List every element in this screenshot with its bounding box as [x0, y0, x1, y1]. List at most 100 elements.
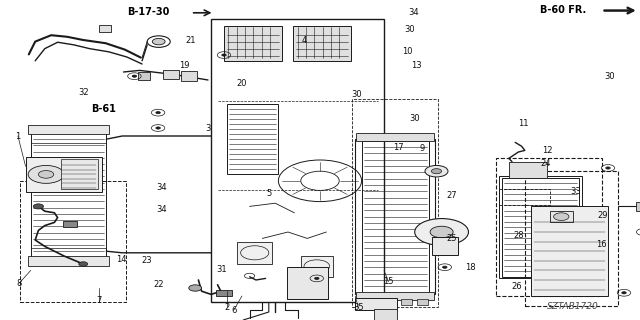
Text: 14: 14	[116, 255, 127, 264]
Text: 20: 20	[237, 79, 247, 88]
Text: 27: 27	[447, 191, 457, 200]
Bar	[499, 176, 582, 278]
Text: 11: 11	[518, 119, 528, 128]
Text: 13: 13	[411, 61, 421, 70]
Bar	[28, 125, 109, 134]
Text: 1: 1	[15, 132, 20, 140]
Bar	[99, 25, 111, 32]
Text: 3: 3	[205, 124, 211, 132]
Bar	[63, 221, 77, 227]
Text: 18: 18	[465, 263, 476, 272]
Text: 30: 30	[404, 25, 415, 34]
Bar	[293, 26, 351, 61]
Text: 30: 30	[604, 72, 614, 81]
Circle shape	[222, 54, 227, 56]
Bar	[401, 299, 412, 305]
Bar	[369, 299, 380, 305]
Text: 34: 34	[408, 8, 419, 17]
Circle shape	[314, 277, 319, 280]
Circle shape	[38, 171, 54, 178]
Text: SZTAB1720: SZTAB1720	[547, 302, 598, 311]
Bar	[355, 139, 435, 294]
Text: 26: 26	[512, 282, 522, 291]
Circle shape	[79, 262, 88, 266]
Text: 16: 16	[596, 240, 607, 249]
Bar	[31, 133, 106, 258]
Text: B-60 FR.: B-60 FR.	[540, 5, 586, 15]
Bar	[550, 211, 573, 222]
Text: 5: 5	[266, 189, 271, 198]
Text: 29: 29	[598, 212, 608, 220]
Text: 23: 23	[142, 256, 152, 265]
Text: 6: 6	[231, 306, 236, 315]
Bar	[61, 159, 98, 189]
Text: 30: 30	[351, 90, 362, 99]
Bar	[525, 171, 618, 306]
Text: 35: 35	[353, 303, 364, 312]
Text: 10: 10	[402, 47, 412, 56]
Bar	[352, 99, 438, 307]
Circle shape	[443, 266, 447, 268]
Bar	[211, 19, 384, 302]
Bar	[374, 309, 397, 320]
Bar	[227, 104, 278, 174]
Text: 31: 31	[217, 265, 227, 274]
Bar	[237, 242, 272, 264]
Text: 7: 7	[97, 296, 102, 305]
Bar	[287, 267, 328, 299]
Text: 32: 32	[78, 88, 88, 97]
Bar	[496, 158, 602, 296]
Bar	[355, 298, 397, 310]
Bar	[531, 206, 608, 296]
Circle shape	[189, 285, 202, 291]
Circle shape	[605, 167, 611, 169]
Bar	[636, 202, 640, 211]
Text: 28: 28	[513, 231, 524, 240]
Bar	[28, 256, 109, 266]
Circle shape	[132, 75, 137, 77]
Circle shape	[33, 204, 44, 209]
Text: 24: 24	[540, 159, 550, 168]
Bar	[356, 133, 434, 141]
Circle shape	[28, 165, 64, 183]
Text: 17: 17	[393, 143, 403, 152]
Circle shape	[622, 292, 626, 294]
Circle shape	[430, 226, 453, 238]
Text: 12: 12	[542, 146, 552, 155]
Bar	[224, 26, 282, 61]
Bar	[138, 72, 150, 80]
Text: 34: 34	[156, 205, 166, 214]
Bar	[163, 70, 179, 79]
Bar	[362, 141, 429, 293]
Bar	[181, 71, 197, 81]
Text: 2: 2	[225, 303, 230, 312]
Text: 8: 8	[17, 279, 22, 288]
Text: B-17-30: B-17-30	[127, 7, 170, 17]
Text: 9: 9	[420, 144, 425, 153]
Bar	[216, 290, 232, 296]
Bar	[26, 157, 102, 192]
Bar	[20, 181, 126, 302]
Text: 33: 33	[571, 187, 581, 196]
Bar	[301, 256, 333, 277]
Circle shape	[554, 213, 569, 220]
Bar	[385, 299, 396, 305]
Text: 25: 25	[447, 234, 457, 243]
Bar	[499, 189, 550, 205]
Text: 30: 30	[410, 114, 420, 123]
Text: 19: 19	[179, 61, 189, 70]
Text: 34: 34	[156, 183, 166, 192]
Bar	[502, 178, 579, 277]
Circle shape	[431, 169, 442, 174]
Circle shape	[152, 38, 165, 45]
Text: 21: 21	[186, 36, 196, 45]
Bar	[356, 292, 434, 300]
Text: B-61: B-61	[92, 104, 116, 114]
Text: 4: 4	[301, 36, 307, 44]
Bar	[432, 237, 458, 255]
Circle shape	[415, 219, 468, 245]
Text: 15: 15	[383, 277, 394, 286]
Circle shape	[156, 112, 160, 114]
Bar	[417, 299, 428, 305]
Text: 22: 22	[154, 280, 164, 289]
